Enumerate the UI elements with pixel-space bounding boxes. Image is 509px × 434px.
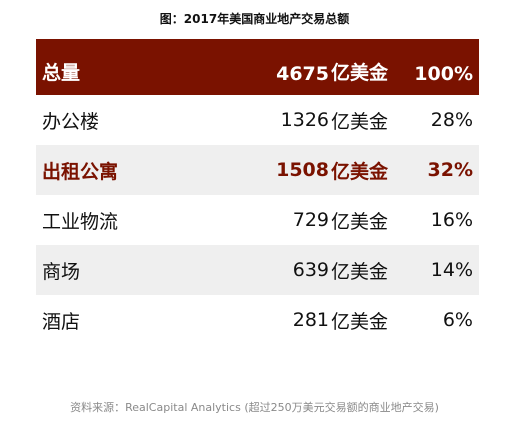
row-value: 281 xyxy=(292,309,329,331)
row-percent: 6% xyxy=(442,309,473,331)
row-name: 办公楼 xyxy=(42,110,100,133)
transaction-table: 总量 4675 亿美金 100% 办公楼 1326 亿美金 28% 出租公寓 1… xyxy=(36,39,479,345)
row-name: 出租公寓 xyxy=(42,160,119,183)
row-name: 总量 xyxy=(42,62,81,84)
row-percent: 16% xyxy=(430,209,473,231)
row-value: 1326 xyxy=(280,109,329,131)
table-row-hotel: 酒店 281 亿美金 6% xyxy=(36,295,479,345)
row-value: 729 xyxy=(292,209,329,231)
row-name: 酒店 xyxy=(42,310,81,333)
row-unit: 亿美金 xyxy=(331,110,389,133)
table-row-office: 办公楼 1326 亿美金 28% xyxy=(36,95,479,145)
row-percent: 32% xyxy=(427,159,473,181)
row-unit: 亿美金 xyxy=(331,62,389,84)
row-value: 4675 xyxy=(276,63,329,85)
row-unit: 亿美金 xyxy=(331,160,389,183)
row-percent: 28% xyxy=(430,109,473,131)
row-name: 商场 xyxy=(42,260,81,283)
source-note: 资料来源：RealCapital Analytics (超过250万美元交易额的… xyxy=(70,401,439,414)
row-value: 639 xyxy=(292,259,329,281)
table-row-retail: 商场 639 亿美金 14% xyxy=(36,245,479,295)
row-unit: 亿美金 xyxy=(331,260,389,283)
row-unit: 亿美金 xyxy=(331,210,389,233)
table-title: 图：2017年美国商业地产交易总额 xyxy=(159,12,350,26)
table-row-apartment: 出租公寓 1508 亿美金 32% xyxy=(36,145,479,195)
row-name: 工业物流 xyxy=(42,210,119,233)
row-percent: 100% xyxy=(414,63,473,85)
table-row-total: 总量 4675 亿美金 100% xyxy=(36,39,479,95)
row-value: 1508 xyxy=(276,159,329,181)
table-row-industrial: 工业物流 729 亿美金 16% xyxy=(36,195,479,245)
row-percent: 14% xyxy=(430,259,473,281)
row-unit: 亿美金 xyxy=(331,310,389,333)
